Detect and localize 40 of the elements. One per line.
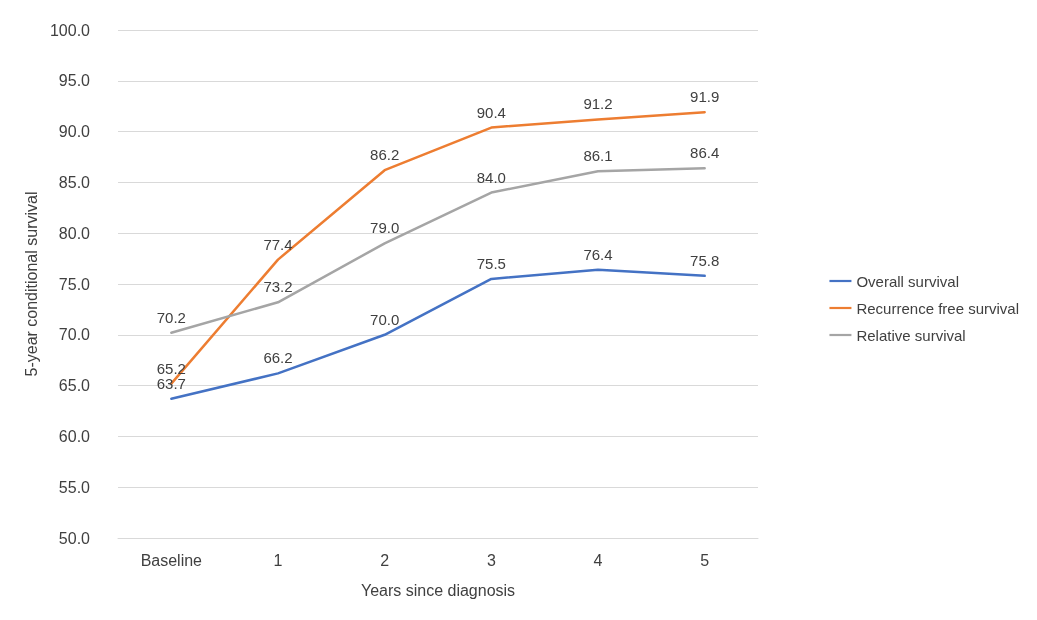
legend-label: Overall survival [856, 272, 959, 290]
x-tick-label: 5 [700, 551, 710, 569]
y-tick-label: 100.0 [49, 21, 91, 39]
x-tick-label: 4 [593, 551, 603, 569]
data-label: 70.2 [156, 308, 186, 326]
x-tick-label: 1 [273, 551, 283, 569]
data-label: 76.4 [583, 245, 613, 263]
data-label: 91.2 [583, 95, 613, 113]
y-tick-label: 85.0 [58, 173, 91, 191]
data-label: 75.8 [690, 251, 720, 269]
data-label: 90.4 [476, 103, 506, 121]
data-label: 65.2 [156, 359, 186, 377]
data-label: 73.2 [263, 278, 293, 296]
data-label: 84.0 [476, 168, 506, 186]
data-label: 86.2 [370, 146, 400, 164]
data-label: 75.5 [476, 254, 506, 272]
legend-label: Recurrence free survival [856, 299, 1019, 317]
data-label: 91.9 [690, 88, 720, 106]
data-label: 63.7 [156, 374, 186, 392]
data-label: 86.1 [583, 147, 613, 165]
y-tick-label: 55.0 [58, 478, 91, 496]
data-label: 77.4 [263, 235, 293, 253]
x-tick-label: 3 [486, 551, 496, 569]
y-tick-label: 95.0 [58, 72, 91, 90]
legend-label: Relative survival [856, 326, 966, 344]
y-tick-label: 75.0 [58, 275, 91, 293]
y-axis-title: 5-year conditional survival [22, 191, 40, 377]
y-tick-label: 50.0 [58, 529, 91, 547]
x-tick-label: Baseline [140, 551, 203, 569]
data-label: 79.0 [370, 219, 400, 237]
y-tick-label: 80.0 [58, 224, 91, 242]
y-tick-label: 60.0 [58, 427, 91, 445]
data-label: 66.2 [263, 349, 293, 367]
x-tick-label: 2 [380, 551, 390, 569]
x-axis-title: Years since diagnosis [360, 581, 516, 599]
y-tick-label: 90.0 [58, 123, 91, 141]
data-label: 86.4 [690, 144, 720, 162]
y-tick-label: 65.0 [58, 377, 91, 395]
data-label: 70.0 [370, 310, 400, 328]
y-tick-label: 70.0 [58, 326, 91, 344]
